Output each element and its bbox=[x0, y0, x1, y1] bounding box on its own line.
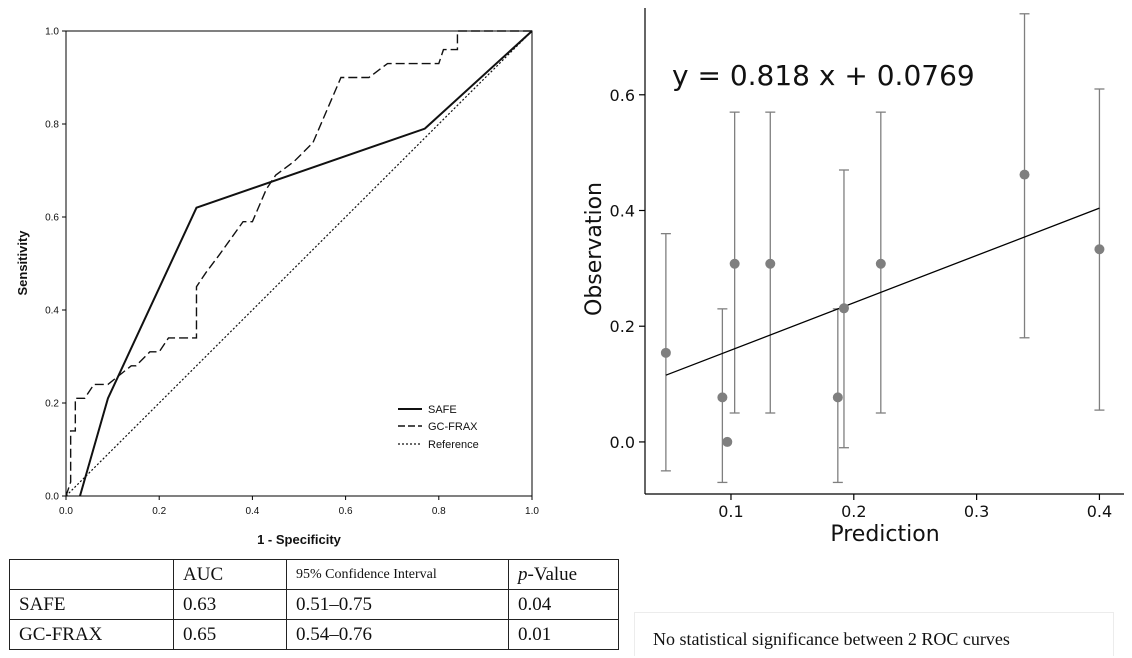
cal-x-tick-label: 0.4 bbox=[1087, 502, 1112, 521]
cal-y-tick-label: 0.2 bbox=[610, 317, 635, 336]
cal-data-point bbox=[730, 259, 740, 269]
cal-x-tick-label: 0.2 bbox=[841, 502, 866, 521]
cal-x-axis-label: Prediction bbox=[830, 522, 939, 547]
pvalue-rest: -Value bbox=[528, 564, 578, 585]
cal-trend-line bbox=[666, 208, 1100, 375]
cal-data-point bbox=[1094, 244, 1104, 254]
cal-data-point bbox=[839, 303, 849, 313]
table-header-pvalue: p-Value bbox=[509, 560, 619, 590]
table-cell: 0.04 bbox=[509, 590, 619, 620]
cal-y-tick-label: 0.4 bbox=[610, 202, 635, 221]
table-cell: 0.51–0.75 bbox=[287, 590, 509, 620]
table-row: SAFE 0.63 0.51–0.75 0.04 bbox=[10, 590, 619, 620]
table-cell: 0.63 bbox=[174, 590, 287, 620]
cal-data-point bbox=[717, 392, 727, 402]
cal-y-tick-label: 0.0 bbox=[610, 433, 635, 452]
table-cell: GC-FRAX bbox=[10, 620, 174, 650]
table-cell: 0.54–0.76 bbox=[287, 620, 509, 650]
cal-x-tick-label: 0.3 bbox=[964, 502, 989, 521]
cal-data-point bbox=[1020, 170, 1030, 180]
table-header-cell: AUC bbox=[174, 560, 287, 590]
table-header-row: AUC 95% Confidence Interval p-Value bbox=[10, 560, 619, 590]
table-header-cell bbox=[10, 560, 174, 590]
cal-data-point bbox=[661, 348, 671, 358]
table-header-cell: 95% Confidence Interval bbox=[287, 560, 509, 590]
cal-data-point bbox=[722, 437, 732, 447]
auc-table: AUC 95% Confidence Interval p-Value SAFE… bbox=[9, 559, 619, 650]
cal-y-axis-label: Observation bbox=[582, 182, 607, 316]
pvalue-italic-p: p bbox=[518, 564, 528, 585]
cal-y-tick-label: 0.6 bbox=[610, 86, 635, 105]
table-cell: SAFE bbox=[10, 590, 174, 620]
calibration-chart: 0.1 0.2 0.3 0.4 0.0 0.2 0.4 0.6 y = 0.818 x + 0… bbox=[0, 0, 1132, 560]
cal-equation-annotation: y = 0.818 x + 0.0769 bbox=[672, 59, 975, 92]
table-cell: 0.65 bbox=[174, 620, 287, 650]
significance-note: No statistical significance between 2 RO… bbox=[634, 612, 1114, 656]
cal-data-point bbox=[833, 392, 843, 402]
cal-data-point bbox=[876, 259, 886, 269]
cal-data-point bbox=[765, 259, 775, 269]
cal-x-tick-label: 0.1 bbox=[718, 502, 743, 521]
table-cell: 0.01 bbox=[509, 620, 619, 650]
table-row: GC-FRAX 0.65 0.54–0.76 0.01 bbox=[10, 620, 619, 650]
